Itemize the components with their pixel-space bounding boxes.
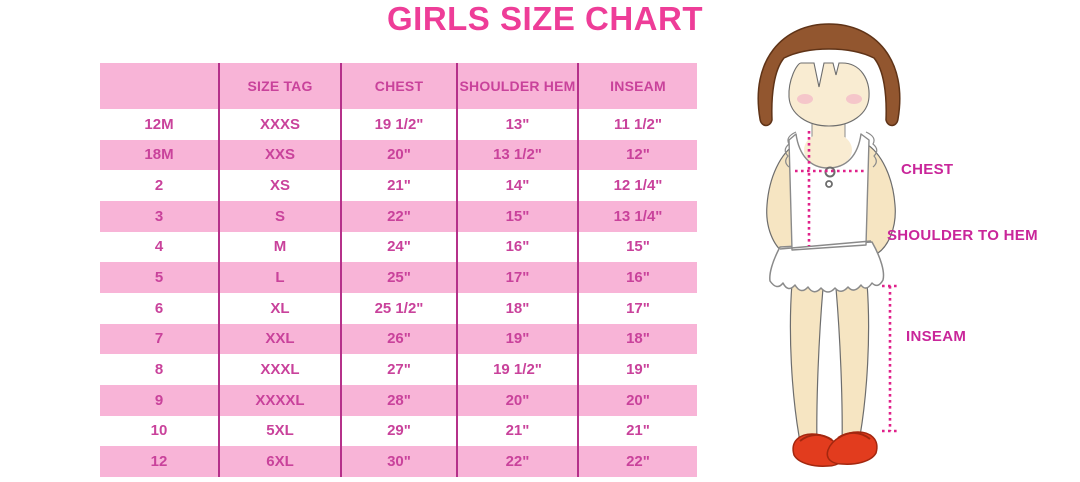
table-cell: XS — [220, 170, 342, 201]
chest-label: CHEST — [901, 161, 954, 178]
table-cell: 30" — [342, 446, 458, 477]
table-cell: 9 — [100, 384, 220, 416]
table-cell: M — [220, 231, 342, 263]
header-cell: SIZE TAG — [220, 63, 342, 109]
table-cell: XXXL — [220, 354, 342, 385]
shoulder-to-hem-label: SHOULDER TO HEM — [887, 227, 1038, 244]
table-cell: 13 1/2" — [458, 139, 579, 171]
table-cell: 25" — [342, 262, 458, 293]
table-cell: 19" — [579, 354, 697, 385]
table-cell: 19 1/2" — [342, 109, 458, 140]
page-title: GIRLS SIZE CHART — [386, 0, 703, 37]
table-cell: 16" — [458, 231, 579, 263]
girl-legs — [789, 282, 870, 449]
table-cell: 7 — [100, 323, 220, 355]
table-cell: 12" — [579, 139, 697, 171]
table-cell: 15" — [458, 200, 579, 232]
header-cell: SHOULDER HEM — [458, 63, 579, 109]
table-cell: 22" — [342, 200, 458, 232]
table-cell: 19" — [458, 323, 579, 355]
girl-face — [788, 62, 870, 127]
table-cell: XL — [220, 292, 342, 324]
table-cell: 11 1/2" — [579, 109, 697, 140]
table-cell: XXS — [220, 139, 342, 171]
table-cell: 18" — [458, 292, 579, 324]
table-cell: 10 — [100, 415, 220, 447]
table-cell: 16" — [579, 262, 697, 293]
girl-waist-seam — [779, 240, 872, 250]
table-cell: 28" — [342, 384, 458, 416]
table-cell: XXL — [220, 323, 342, 355]
table-cell: 2 — [100, 170, 220, 201]
table-cell: XXXS — [220, 109, 342, 140]
girl-skirt — [769, 241, 885, 293]
header-cell: INSEAM — [579, 63, 697, 109]
table-cell: 5 — [100, 262, 220, 293]
measurement-lines — [795, 131, 898, 433]
header-cell — [100, 63, 220, 109]
table-cell: 20" — [579, 384, 697, 416]
table-cell: 14" — [458, 170, 579, 201]
table-cell: 13" — [458, 109, 579, 140]
size-table: SIZE TAG CHEST SHOULDER HEM INSEAM 12M XXXS 19… — [100, 63, 697, 477]
table-cell: L — [220, 262, 342, 293]
table-cell: 3 — [100, 200, 220, 232]
table-cell: 12M — [100, 109, 220, 140]
header-cell: CHEST — [342, 63, 458, 109]
table-cell: 13 1/4" — [579, 200, 697, 232]
table-cell: 21" — [458, 415, 579, 447]
table-cell: 27" — [342, 354, 458, 385]
table-cell: 20" — [458, 384, 579, 416]
table-cell: 26" — [342, 323, 458, 355]
table-cell: 8 — [100, 354, 220, 385]
table-cell: 20" — [342, 139, 458, 171]
table-cell: 5XL — [220, 415, 342, 447]
girl-sleeve-ruffles — [784, 131, 878, 168]
table-cell: 6XL — [220, 446, 342, 477]
table-cell: 22" — [579, 446, 697, 477]
table-cell: 17" — [458, 262, 579, 293]
table-cell: 22" — [458, 446, 579, 477]
inseam-label: INSEAM — [906, 328, 967, 345]
table-cell: 29" — [342, 415, 458, 447]
table-cell: 4 — [100, 231, 220, 263]
table-cell: 21" — [579, 415, 697, 447]
girl-measurement-illustration — [757, 23, 901, 467]
table-cell: 12 1/4" — [579, 170, 697, 201]
table-cell: 21" — [342, 170, 458, 201]
table-cell: S — [220, 200, 342, 232]
table-cell: 24" — [342, 231, 458, 263]
table-cell: 6 — [100, 292, 220, 324]
table-cell: 15" — [579, 231, 697, 263]
table-cell: 18M — [100, 139, 220, 171]
girl-shoes — [792, 431, 878, 467]
table-cell: 19 1/2" — [458, 354, 579, 385]
table-cell: 17" — [579, 292, 697, 324]
table-cell: 25 1/2" — [342, 292, 458, 324]
table-cell: 12 — [100, 446, 220, 477]
table-cell: XXXXL — [220, 384, 342, 416]
table-cell: 18" — [579, 323, 697, 355]
girl-hair — [757, 23, 901, 127]
girl-blush — [797, 94, 862, 104]
